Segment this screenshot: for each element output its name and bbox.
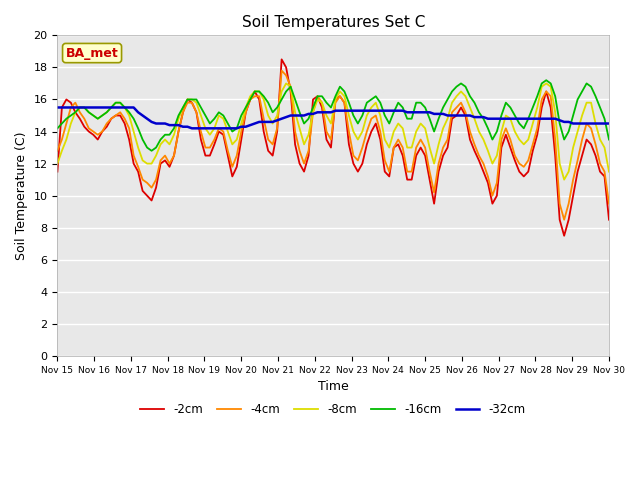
Y-axis label: Soil Temperature (C): Soil Temperature (C) (15, 132, 28, 260)
Title: Soil Temperatures Set C: Soil Temperatures Set C (241, 15, 425, 30)
Legend: -2cm, -4cm, -8cm, -16cm, -32cm: -2cm, -4cm, -8cm, -16cm, -32cm (136, 398, 531, 420)
Text: BA_met: BA_met (66, 47, 118, 60)
X-axis label: Time: Time (318, 380, 349, 393)
